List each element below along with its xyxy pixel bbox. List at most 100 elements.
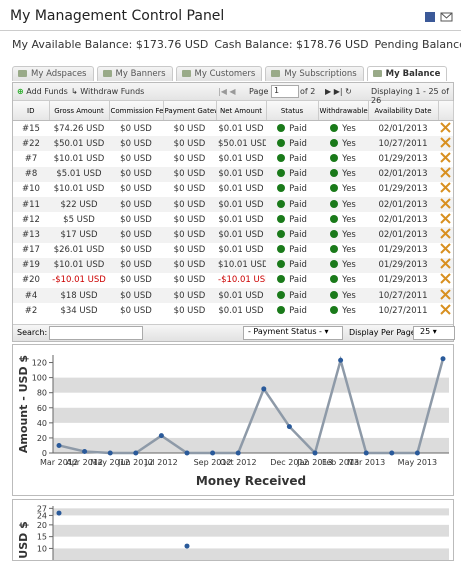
cell: $0 USD <box>109 151 163 166</box>
cell-text: $0 USD <box>173 184 206 195</box>
cell-text: $10.01 USD <box>53 260 105 271</box>
search-label: Search: <box>17 328 48 337</box>
cell-text: $22 USD <box>60 199 98 210</box>
cell: #13 <box>13 227 49 243</box>
cell: Yes <box>318 212 368 227</box>
cell: $0 USD <box>109 212 163 227</box>
cell: $5.01 USD <box>49 166 109 182</box>
per-page-select[interactable]: 25 ▾ <box>413 326 455 340</box>
pager-next[interactable]: ▶ ▶| ↻ <box>325 87 352 96</box>
panel-title: My Management Control Panel <box>10 8 225 24</box>
cell-text: $10.01 USD <box>218 260 266 271</box>
cell-text: $0.01 USD <box>218 169 264 180</box>
page-input[interactable]: 1 <box>271 85 299 98</box>
edit-icon <box>440 288 451 300</box>
cell: Paid <box>266 288 318 304</box>
cell: 01/29/2013 <box>368 273 438 288</box>
cell: Yes <box>318 151 368 166</box>
per-page-label: Display Per Page: <box>349 328 419 337</box>
cell: 02/01/2013 <box>368 196 438 213</box>
y-tick-label: 15 <box>37 533 47 542</box>
cell: Paid <box>266 243 318 258</box>
search-input[interactable] <box>49 326 143 340</box>
edit-icon <box>440 137 451 148</box>
row-action[interactable] <box>438 212 453 227</box>
row-action[interactable] <box>438 288 453 304</box>
row: #19 $10.01 USD $0 USD $0 USD $10.01 USD Paid Y… <box>13 257 453 273</box>
cell-text: Paid <box>289 169 307 180</box>
cell: $0 USD <box>163 257 216 273</box>
cell-text: Yes <box>342 275 356 286</box>
row-action[interactable] <box>438 166 453 182</box>
displaying: Displaying 1 - 25 of 26 <box>371 87 449 105</box>
cell-text: Paid <box>289 260 307 271</box>
row-action[interactable] <box>438 227 453 243</box>
tab-label: My Adspaces <box>31 69 87 79</box>
cell-text: #10 <box>22 184 40 195</box>
row-action[interactable] <box>438 243 453 258</box>
row-action[interactable] <box>438 121 453 137</box>
cell-text: Paid <box>289 214 307 225</box>
row: #10 $10.01 USD $0 USD $0 USD $0.01 USD Paid Ye… <box>13 182 453 197</box>
row-action[interactable] <box>438 273 453 288</box>
cell: 01/29/2013 <box>368 151 438 166</box>
cell: Yes <box>318 227 368 243</box>
tab[interactable]: My Banners <box>96 66 173 81</box>
data-point <box>184 450 190 456</box>
tab[interactable]: My Customers <box>175 66 263 81</box>
grid-band <box>53 407 449 423</box>
row-action[interactable] <box>438 151 453 166</box>
toolbar: ⊕ Add Funds ↳ Withdraw Funds |◀ ◀ Page 1… <box>13 83 453 105</box>
row: #17 $26.01 USD $0 USD $0 USD $0.01 USD Paid Ye… <box>13 243 453 258</box>
cell: #7 <box>13 151 49 166</box>
cell-text: $0 USD <box>120 305 152 316</box>
tab[interactable]: My Adspaces <box>12 66 94 81</box>
cell-text: Yes <box>342 153 356 164</box>
cell-text: $0.01 USD <box>218 199 264 210</box>
cell-text: Yes <box>342 245 356 256</box>
cell: #12 <box>13 212 49 227</box>
cell: $0.01 USD <box>216 121 266 137</box>
pager-prev[interactable]: |◀ ◀ <box>218 87 236 96</box>
grid: ⊕ Add Funds ↳ Withdraw Funds |◀ ◀ Page 1… <box>12 82 455 342</box>
column-header: Availability Date <box>368 101 439 121</box>
balances: My Available Balance: $173.76 USD Cash Ba… <box>12 38 461 51</box>
cell: $0 USD <box>163 303 216 318</box>
data-point <box>389 450 395 456</box>
add-funds-button[interactable]: ⊕ Add Funds <box>17 87 68 96</box>
y-tick-label: 10 <box>37 544 47 553</box>
cell-text: $0 USD <box>173 290 206 301</box>
cell: #19 <box>13 257 49 273</box>
y-tick-label: 60 <box>37 404 47 413</box>
cell-text: $50.01 USD <box>53 138 105 149</box>
cell: #10 <box>13 182 49 197</box>
cell: $0 USD <box>109 257 163 273</box>
row-action[interactable] <box>438 257 453 273</box>
cell-text: $0 USD <box>173 138 206 149</box>
cell-text: #12 <box>22 214 40 225</box>
withdraw-button[interactable]: ↳ Withdraw Funds <box>71 87 145 96</box>
status-filter[interactable]: - Payment Status - ▾ <box>243 326 343 340</box>
cell-text: $0.01 USD <box>218 290 264 301</box>
cell: $0.01 USD <box>216 303 266 318</box>
cell: 01/29/2013 <box>368 182 438 197</box>
cell: $10.01 USD <box>49 151 109 166</box>
x-tick-label: Mar 2013 <box>347 458 385 467</box>
cell: 01/29/2013 <box>368 243 438 258</box>
cell-text: $26.01 USD <box>53 245 105 256</box>
tab[interactable]: My Balance <box>366 66 448 81</box>
column-header <box>438 101 454 121</box>
row-action[interactable] <box>438 136 453 152</box>
cell-text: Yes <box>342 138 356 149</box>
row-action[interactable] <box>438 303 453 318</box>
chart: 31015202427USD $ <box>17 504 449 564</box>
row-action[interactable] <box>438 196 453 213</box>
row-action[interactable] <box>438 182 453 197</box>
tab[interactable]: My Subscriptions <box>265 66 364 81</box>
x-tick-label: Jan 2013 <box>296 458 332 467</box>
cell-text: $0.01 USD <box>218 184 264 195</box>
cell-text: $0 USD <box>120 184 152 195</box>
data-point <box>107 450 113 456</box>
y-tick-label: 20 <box>37 521 47 530</box>
column-header: Withdrawable <box>318 101 369 121</box>
